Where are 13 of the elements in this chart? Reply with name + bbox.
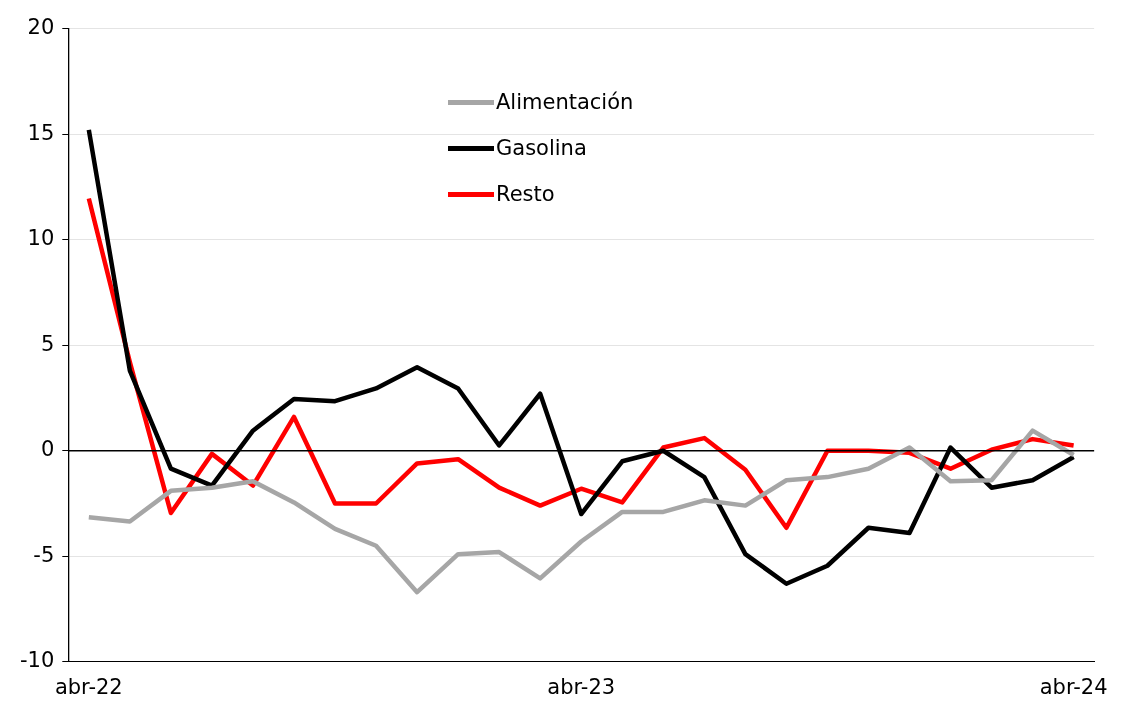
y-tick-label: 0 <box>40 437 55 462</box>
y-tick-label: 10 <box>27 226 55 251</box>
x-tick-label: abr-22 <box>54 674 123 699</box>
y-tick-label: 20 <box>27 15 55 40</box>
legend-label: Alimentación <box>496 90 634 114</box>
x-tick-label: abr-23 <box>547 674 616 699</box>
legend-label: Gasolina <box>496 136 587 160</box>
legend-label: Resto <box>496 182 555 206</box>
y-tick-label: -5 <box>33 542 55 567</box>
x-tick-label: abr-24 <box>1039 674 1108 699</box>
y-tick-label: -10 <box>19 648 55 673</box>
y-tick-label: 15 <box>27 120 55 145</box>
y-tick-label: 5 <box>40 331 55 356</box>
